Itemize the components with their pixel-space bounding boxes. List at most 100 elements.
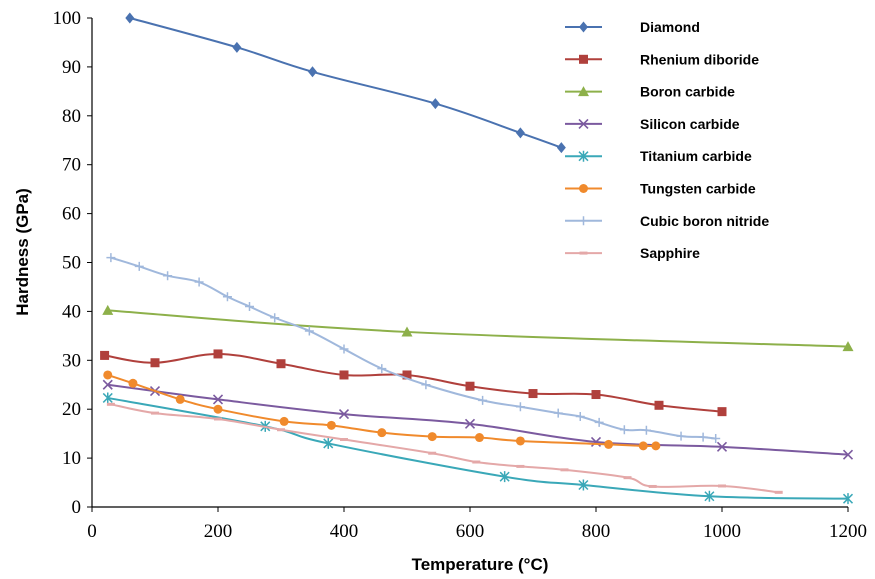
y-tick-label: 10	[62, 448, 81, 469]
data-point	[579, 54, 588, 64]
data-point	[270, 313, 280, 323]
data-point	[150, 358, 160, 368]
data-point	[553, 408, 563, 418]
data-point	[579, 184, 588, 193]
data-point	[276, 359, 286, 369]
y-axis-title: Hardness (GPa)	[13, 188, 32, 316]
legend-label: Cubic boron nitride	[640, 213, 769, 229]
data-point	[421, 380, 431, 390]
data-point	[279, 416, 289, 426]
legend: Diamond Rhenium diboride Boron carbide Sili…	[565, 19, 769, 261]
series-line	[129, 17, 562, 149]
data-point	[151, 411, 159, 415]
data-point	[102, 392, 113, 404]
legend-item: Rhenium diboride	[565, 51, 759, 67]
data-point	[474, 433, 484, 443]
data-point	[594, 417, 604, 427]
data-point	[515, 402, 525, 412]
data-point	[651, 441, 661, 451]
data-point	[472, 460, 481, 464]
legend-label: Titanium carbide	[640, 148, 752, 164]
data-point	[213, 349, 223, 359]
legend-item: Cubic boron nitride	[565, 213, 769, 229]
data-point	[716, 441, 728, 452]
y-tick-label: 70	[62, 155, 81, 176]
x-axis-title: Temperature (°C)	[412, 555, 549, 574]
data-point	[774, 490, 783, 494]
data-point	[654, 400, 664, 410]
data-point	[556, 142, 566, 154]
series-line	[110, 256, 716, 440]
data-point	[277, 428, 285, 432]
data-point	[842, 341, 854, 352]
data-point	[338, 409, 350, 420]
data-point	[648, 484, 657, 488]
y-tick-label: 30	[62, 350, 81, 371]
data-point	[213, 404, 223, 414]
data-point	[578, 118, 589, 129]
data-point	[579, 251, 588, 255]
series-layer	[100, 12, 854, 505]
data-point	[222, 292, 232, 302]
data-point	[326, 420, 336, 430]
data-point	[464, 418, 476, 429]
data-point	[515, 436, 525, 446]
data-point	[641, 425, 651, 435]
x-tick-label: 200	[204, 521, 233, 542]
series-cubic-boron-nitride	[106, 253, 721, 444]
data-point	[704, 490, 715, 502]
data-point	[698, 432, 708, 442]
x-tick-label: 600	[456, 521, 485, 542]
data-point	[430, 98, 440, 110]
data-point	[194, 277, 204, 287]
data-point	[842, 493, 854, 505]
legend-label: Tungsten carbide	[640, 181, 756, 197]
series-line	[104, 352, 723, 413]
data-point	[401, 326, 413, 337]
y-tick-label: 20	[62, 399, 81, 420]
data-point	[125, 12, 135, 24]
data-point	[106, 402, 115, 406]
series-boron-carbide	[102, 304, 854, 352]
series-sapphire	[106, 402, 783, 494]
data-point	[578, 150, 589, 162]
data-point	[578, 86, 589, 97]
y-tick-label: 50	[62, 253, 81, 274]
y-tick-label: 40	[62, 301, 81, 322]
data-point	[604, 439, 614, 449]
data-point	[339, 370, 349, 380]
data-point	[377, 428, 387, 438]
series-tungsten-carbide	[103, 370, 661, 451]
y-tick-label: 0	[72, 497, 82, 518]
data-point	[427, 432, 437, 442]
data-point	[128, 378, 138, 388]
data-point	[619, 425, 629, 435]
data-point	[163, 271, 173, 281]
data-point	[560, 468, 569, 472]
data-point	[575, 412, 585, 422]
data-point	[718, 484, 726, 488]
data-point	[106, 253, 116, 263]
x-tick-label: 1000	[703, 521, 741, 542]
data-point	[478, 395, 488, 405]
series-diamond	[125, 12, 566, 154]
data-point	[212, 394, 224, 405]
data-point	[528, 389, 538, 399]
legend-label: Silicon carbide	[640, 116, 740, 132]
data-point	[402, 370, 412, 380]
series-line	[107, 309, 849, 348]
data-point	[638, 441, 648, 451]
legend-item: Silicon carbide	[565, 116, 740, 132]
data-point	[102, 379, 113, 390]
data-point	[245, 302, 254, 312]
y-tick-label: 60	[62, 204, 81, 225]
data-point	[579, 21, 588, 33]
x-tick-label: 1200	[829, 521, 867, 542]
y-tick-label: 90	[62, 57, 81, 78]
legend-item: Titanium carbide	[565, 148, 752, 164]
legend-item: Sapphire	[565, 245, 700, 261]
data-point	[323, 437, 334, 449]
data-point	[515, 127, 525, 139]
